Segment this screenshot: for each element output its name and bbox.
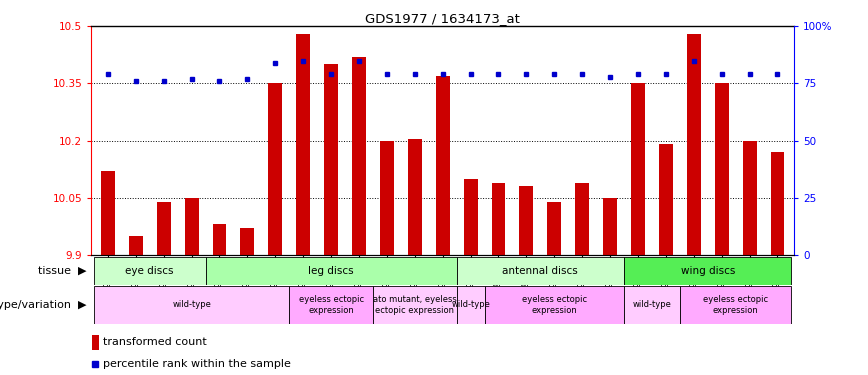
Text: transformed count: transformed count: [103, 338, 207, 348]
Bar: [714, 83, 728, 255]
Bar: [659, 144, 673, 255]
Bar: [380, 141, 394, 255]
Bar: [631, 83, 645, 255]
Bar: [491, 183, 505, 255]
Bar: [519, 186, 533, 255]
Bar: [352, 57, 366, 255]
Bar: [575, 183, 589, 255]
Text: eye discs: eye discs: [126, 266, 174, 276]
Bar: [94, 257, 206, 285]
Bar: [324, 64, 338, 255]
Bar: [206, 257, 457, 285]
Bar: [603, 198, 617, 255]
Bar: [680, 286, 792, 324]
Bar: [296, 34, 310, 255]
Bar: [128, 236, 142, 255]
Bar: [436, 76, 450, 255]
Bar: [240, 228, 254, 255]
Bar: [373, 286, 457, 324]
Bar: [484, 286, 624, 324]
Bar: [185, 198, 199, 255]
Text: eyeless ectopic
expression: eyeless ectopic expression: [703, 295, 768, 315]
Bar: [771, 152, 785, 255]
Bar: [464, 179, 477, 255]
Text: eyeless ectopic
expression: eyeless ectopic expression: [299, 295, 364, 315]
Text: tissue  ▶: tissue ▶: [38, 266, 87, 276]
Text: wild-type: wild-type: [172, 300, 211, 309]
Text: wild-type: wild-type: [451, 300, 490, 309]
Text: wild-type: wild-type: [633, 300, 671, 309]
Title: GDS1977 / 1634173_at: GDS1977 / 1634173_at: [365, 12, 520, 25]
Bar: [548, 202, 562, 255]
Bar: [624, 286, 680, 324]
Bar: [157, 202, 171, 255]
Bar: [94, 286, 289, 324]
Bar: [624, 257, 792, 285]
Text: wing discs: wing discs: [681, 266, 735, 276]
Bar: [213, 225, 227, 255]
Text: antennal discs: antennal discs: [503, 266, 578, 276]
Bar: [268, 83, 282, 255]
Bar: [101, 171, 115, 255]
Bar: [743, 141, 757, 255]
Text: ato mutant, eyeless
ectopic expression: ato mutant, eyeless ectopic expression: [373, 295, 457, 315]
Bar: [92, 335, 99, 350]
Bar: [687, 34, 700, 255]
Bar: [408, 139, 422, 255]
Text: eyeless ectopic
expression: eyeless ectopic expression: [522, 295, 587, 315]
Text: leg discs: leg discs: [308, 266, 354, 276]
Bar: [457, 286, 484, 324]
Text: genotype/variation  ▶: genotype/variation ▶: [0, 300, 87, 310]
Bar: [457, 257, 624, 285]
Bar: [289, 286, 373, 324]
Text: percentile rank within the sample: percentile rank within the sample: [103, 359, 291, 369]
